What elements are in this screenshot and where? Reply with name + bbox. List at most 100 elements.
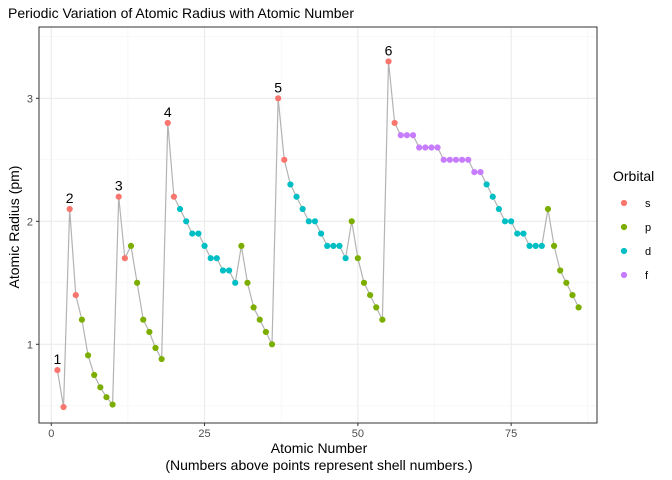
data-point-f (409, 132, 417, 139)
legend-label-f: f (645, 270, 649, 282)
data-point-p (152, 344, 159, 352)
shell-labels: 1 2 3 4 5 6 (53, 42, 392, 367)
data-point-d (514, 230, 521, 237)
data-point-p (379, 316, 386, 323)
data-point-p (158, 355, 165, 363)
data-point-p (367, 291, 374, 299)
shell-label: 5 (274, 79, 282, 95)
data-point-p (348, 218, 355, 225)
legend-key-d (620, 247, 628, 255)
data-point-d (207, 255, 214, 262)
data-point-f (422, 144, 429, 151)
radius-line (56, 61, 580, 408)
legend-key-f (620, 271, 628, 279)
data-point-d (176, 205, 184, 213)
shell-label: 2 (66, 190, 74, 206)
data-point-f (428, 144, 435, 151)
data-point-p (109, 401, 116, 408)
data-point-f (477, 169, 484, 176)
x-tick-label: 75 (505, 428, 517, 440)
data-point-f (458, 156, 466, 163)
data-point-s (164, 119, 171, 127)
axes: 0 25 50 75 1 2 3 (27, 93, 517, 440)
legend-key-s (620, 199, 628, 207)
data-point-d (495, 205, 502, 213)
data-point-s (54, 367, 61, 374)
panel-border (38, 26, 598, 424)
shell-label: 1 (53, 351, 61, 367)
y-axis-title: Atomic Radius (pm) (6, 166, 22, 289)
data-point-p (127, 242, 135, 250)
data-point-p (354, 255, 361, 262)
legend-title: Orbital (613, 168, 654, 184)
data-point-f (397, 132, 404, 139)
data-point-f (465, 156, 472, 163)
data-point-s (121, 255, 128, 262)
data-point-d (532, 242, 539, 250)
data-point-p (146, 328, 153, 336)
data-point-p (91, 371, 98, 379)
data-point-s (66, 205, 73, 213)
x-axis-note: (Numbers above points represent shell nu… (165, 457, 472, 473)
data-point-d (311, 218, 319, 225)
data-point-s (275, 95, 282, 102)
data-point-p (575, 304, 582, 311)
shell-label: 3 (115, 178, 123, 194)
data-point-d (189, 230, 196, 237)
data-point-p (244, 279, 251, 286)
x-tick-label: 25 (198, 428, 210, 440)
data-point-d (287, 181, 294, 188)
x-tick-label: 0 (48, 428, 54, 440)
data-point-f (452, 156, 460, 163)
data-point-p (250, 304, 257, 311)
data-point-p (134, 279, 141, 286)
data-point-d (225, 267, 233, 274)
data-point-d (342, 255, 349, 262)
x-tick-label: 50 (352, 428, 364, 440)
data-point-f (416, 144, 423, 151)
data-point-d (501, 218, 509, 225)
data-point-d (293, 193, 300, 200)
data-point-d (219, 267, 227, 274)
data-point-p (544, 205, 552, 213)
data-point-p (97, 384, 104, 391)
x-axis-title: Atomic Number (271, 440, 368, 456)
data-point-d (520, 230, 527, 237)
y-tick-label: 1 (27, 339, 33, 351)
data-point-p (238, 242, 245, 250)
data-point-p (140, 316, 147, 323)
series-line (56, 61, 580, 408)
data-point-d (183, 218, 190, 225)
data-point-s (72, 291, 79, 299)
data-point-f (446, 156, 453, 163)
data-point-p (256, 316, 263, 323)
chart-title: Periodic Variation of Atomic Radius with… (8, 5, 354, 21)
data-point-d (508, 218, 515, 225)
legend-label-d: d (645, 246, 651, 258)
data-point-p (268, 341, 276, 348)
data-point-d (336, 242, 343, 250)
data-point-d (526, 242, 533, 250)
shell-label: 6 (385, 42, 393, 58)
data-point-f (471, 169, 478, 176)
data-point-d (299, 205, 306, 213)
legend-label-p: p (645, 222, 651, 234)
data-point-d (538, 242, 545, 250)
data-point-d (213, 255, 220, 262)
data-point-d (324, 242, 331, 250)
data-point-f (434, 144, 441, 151)
legend-label-s: s (645, 198, 651, 210)
data-point-p (360, 279, 368, 286)
data-point-d (232, 279, 239, 286)
data-point-d (201, 242, 208, 250)
data-point-s (115, 193, 122, 200)
data-point-d (489, 193, 496, 200)
data-point-p (84, 352, 92, 359)
data-point-s (281, 156, 288, 163)
data-point-p (557, 267, 564, 274)
data-point-s (170, 193, 178, 200)
data-point-s (391, 119, 398, 127)
data-point-p (262, 328, 269, 336)
